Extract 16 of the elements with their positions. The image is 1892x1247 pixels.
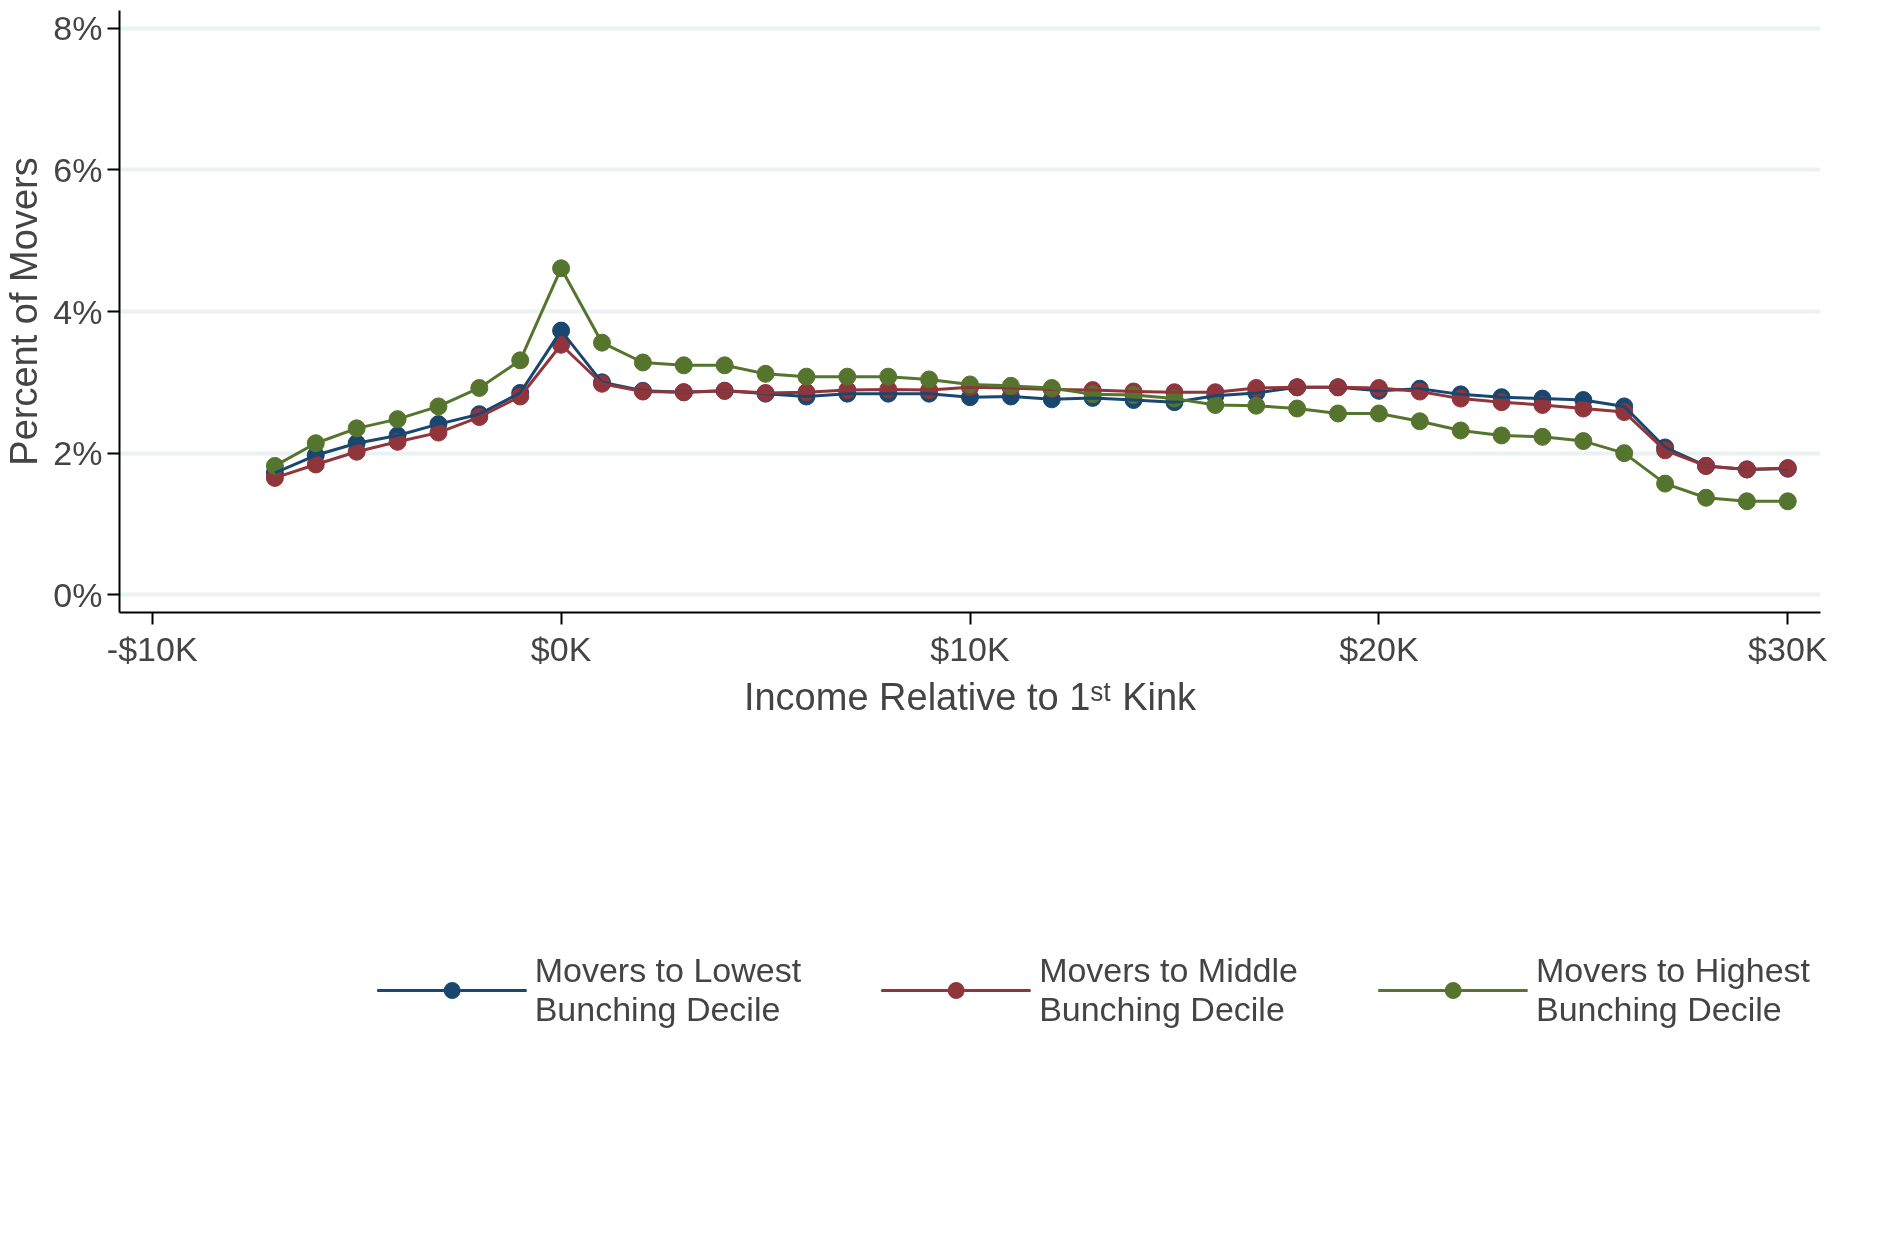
x-tick-label: $30K <box>1748 629 1828 668</box>
point <box>1778 492 1797 511</box>
y-axis-title: Percent of Movers <box>3 157 46 466</box>
y-tick-label: 2% <box>53 434 103 473</box>
x-tick-label: -$10K <box>106 629 198 668</box>
y-tick-label: 0% <box>53 575 103 614</box>
x-axis-title: Income Relative to 1ˢᵗ Kink <box>743 675 1198 718</box>
legend-label: Movers to Highest Bunching Decile <box>1536 951 1810 1029</box>
y-tick-label: 6% <box>53 150 103 189</box>
y-tick-label: 4% <box>53 292 103 331</box>
legend-label: Movers to Lowest Bunching Decile <box>534 951 802 1029</box>
y-tick-label: 8% <box>53 9 103 48</box>
x-tick-label: $20K <box>1339 629 1419 668</box>
x-tick-label: $0K <box>530 629 592 668</box>
legend-label: Movers to Middle Bunching Decile <box>1039 951 1298 1029</box>
x-tick-label: $10K <box>930 629 1011 668</box>
